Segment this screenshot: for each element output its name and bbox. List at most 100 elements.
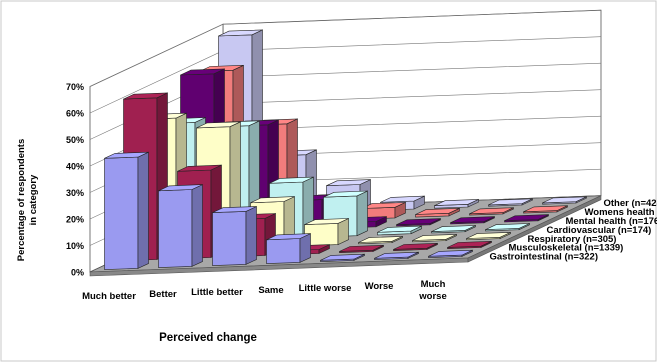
y-tick-label: 50% <box>66 135 84 145</box>
bar <box>358 235 403 245</box>
x-tick-label: Better <box>149 289 177 300</box>
bar <box>488 198 533 207</box>
bar-top-face <box>488 198 533 206</box>
bar <box>504 214 549 223</box>
bar-top-face <box>339 245 384 252</box>
chart-labels: Percentage of respondents in category Pe… <box>16 82 657 344</box>
bar <box>466 231 511 241</box>
bar-side-face <box>356 190 368 237</box>
bar-top-face <box>374 251 419 259</box>
y-axis-label: Percentage of respondents <box>16 139 27 261</box>
bar-top-face <box>466 232 511 239</box>
bar-top-face <box>177 164 222 172</box>
bar-top-face <box>523 205 568 213</box>
bar <box>361 201 406 220</box>
bar <box>212 206 257 266</box>
bar <box>447 240 492 250</box>
y-tick-label: 40% <box>66 162 84 172</box>
bar <box>469 207 514 216</box>
y-tick-label: 10% <box>66 241 84 251</box>
bar-top-face <box>447 241 492 248</box>
bar-top-face <box>450 216 495 223</box>
bar-top-face <box>104 151 149 159</box>
bar-side-face <box>191 184 203 267</box>
y-gridline <box>89 9 602 87</box>
bar-top-face <box>304 218 349 225</box>
series-label: Respiratory (n=305) <box>528 234 617 245</box>
bar <box>320 253 365 262</box>
bar <box>339 244 384 254</box>
bar-front-face <box>158 189 193 268</box>
bar-top-face <box>377 225 422 233</box>
bar-top-face <box>415 208 460 215</box>
bar-top-face <box>326 179 371 186</box>
bar-top-face <box>434 199 479 206</box>
bar-top-face <box>266 233 311 241</box>
bar-top-face <box>485 223 530 230</box>
bar-top-face <box>196 121 241 129</box>
y-tick-label: 70% <box>66 82 84 92</box>
bar <box>374 251 419 260</box>
y-tick-label: 30% <box>66 188 84 198</box>
bar-top-face <box>218 29 263 37</box>
x-tick-label: Much better <box>82 291 136 302</box>
bar-top-face <box>361 202 406 209</box>
bar <box>485 223 530 232</box>
bar <box>542 196 587 205</box>
bar-top-face <box>393 243 438 250</box>
series-label: Womens health (n=419) <box>585 207 657 218</box>
bar <box>450 216 495 225</box>
series-label: Musculoskeletal (n=1339) <box>509 243 624 254</box>
y-tick-label: 20% <box>66 215 84 225</box>
x-tick-label: Worse <box>365 281 394 292</box>
bar <box>396 218 441 227</box>
x-tick-label: Little better <box>191 287 243 298</box>
series-label: Mental health (n=1767) <box>566 216 657 227</box>
floor-edge-side <box>467 195 602 263</box>
bar-top-face <box>250 196 295 204</box>
bar <box>431 225 476 234</box>
y-axis-label-line-2: in category <box>28 174 39 225</box>
series-label: Gastrointestinal (n=322) <box>490 252 599 263</box>
y-tick-label: 0% <box>71 268 84 278</box>
bar-top-face <box>123 92 168 100</box>
series-label: Cardiovascular (n=174) <box>547 225 652 236</box>
x-tick-label: Same <box>258 285 283 296</box>
bar <box>412 233 457 243</box>
bar-top-face <box>504 214 549 221</box>
bar-top-face <box>180 68 225 76</box>
bar-side-face <box>245 206 257 265</box>
bar-front-face <box>212 211 247 266</box>
bar-side-face <box>137 151 149 269</box>
bar <box>104 151 149 270</box>
bar-top-face <box>212 206 257 213</box>
bar-top-face <box>380 195 425 203</box>
bar-top-face <box>431 225 476 232</box>
bar-top-face <box>158 184 203 192</box>
x-tick-label: worse <box>418 291 446 302</box>
x-axis-label: Perceived change <box>159 332 257 344</box>
bar <box>304 218 349 247</box>
y-tick-label: 60% <box>66 109 84 119</box>
bar <box>523 205 568 214</box>
bar <box>393 242 438 252</box>
chart-bars <box>104 29 587 270</box>
bar <box>266 233 311 264</box>
bar <box>158 184 203 268</box>
bar-top-face <box>412 234 457 241</box>
bar-top-face <box>428 249 473 257</box>
bar-top-face <box>396 218 441 225</box>
bar-top-face <box>320 253 365 261</box>
bar <box>434 198 479 209</box>
bar-front-face <box>266 238 301 264</box>
bar-top-face <box>358 236 403 243</box>
bar <box>415 207 460 218</box>
x-tick-label: Little worse <box>299 283 352 294</box>
bar <box>377 225 422 236</box>
x-tick-label: Much <box>421 279 446 290</box>
bar-front-face <box>104 156 139 270</box>
bar <box>428 249 473 258</box>
bar-top-face <box>323 190 368 198</box>
bar-top-face <box>469 207 514 215</box>
